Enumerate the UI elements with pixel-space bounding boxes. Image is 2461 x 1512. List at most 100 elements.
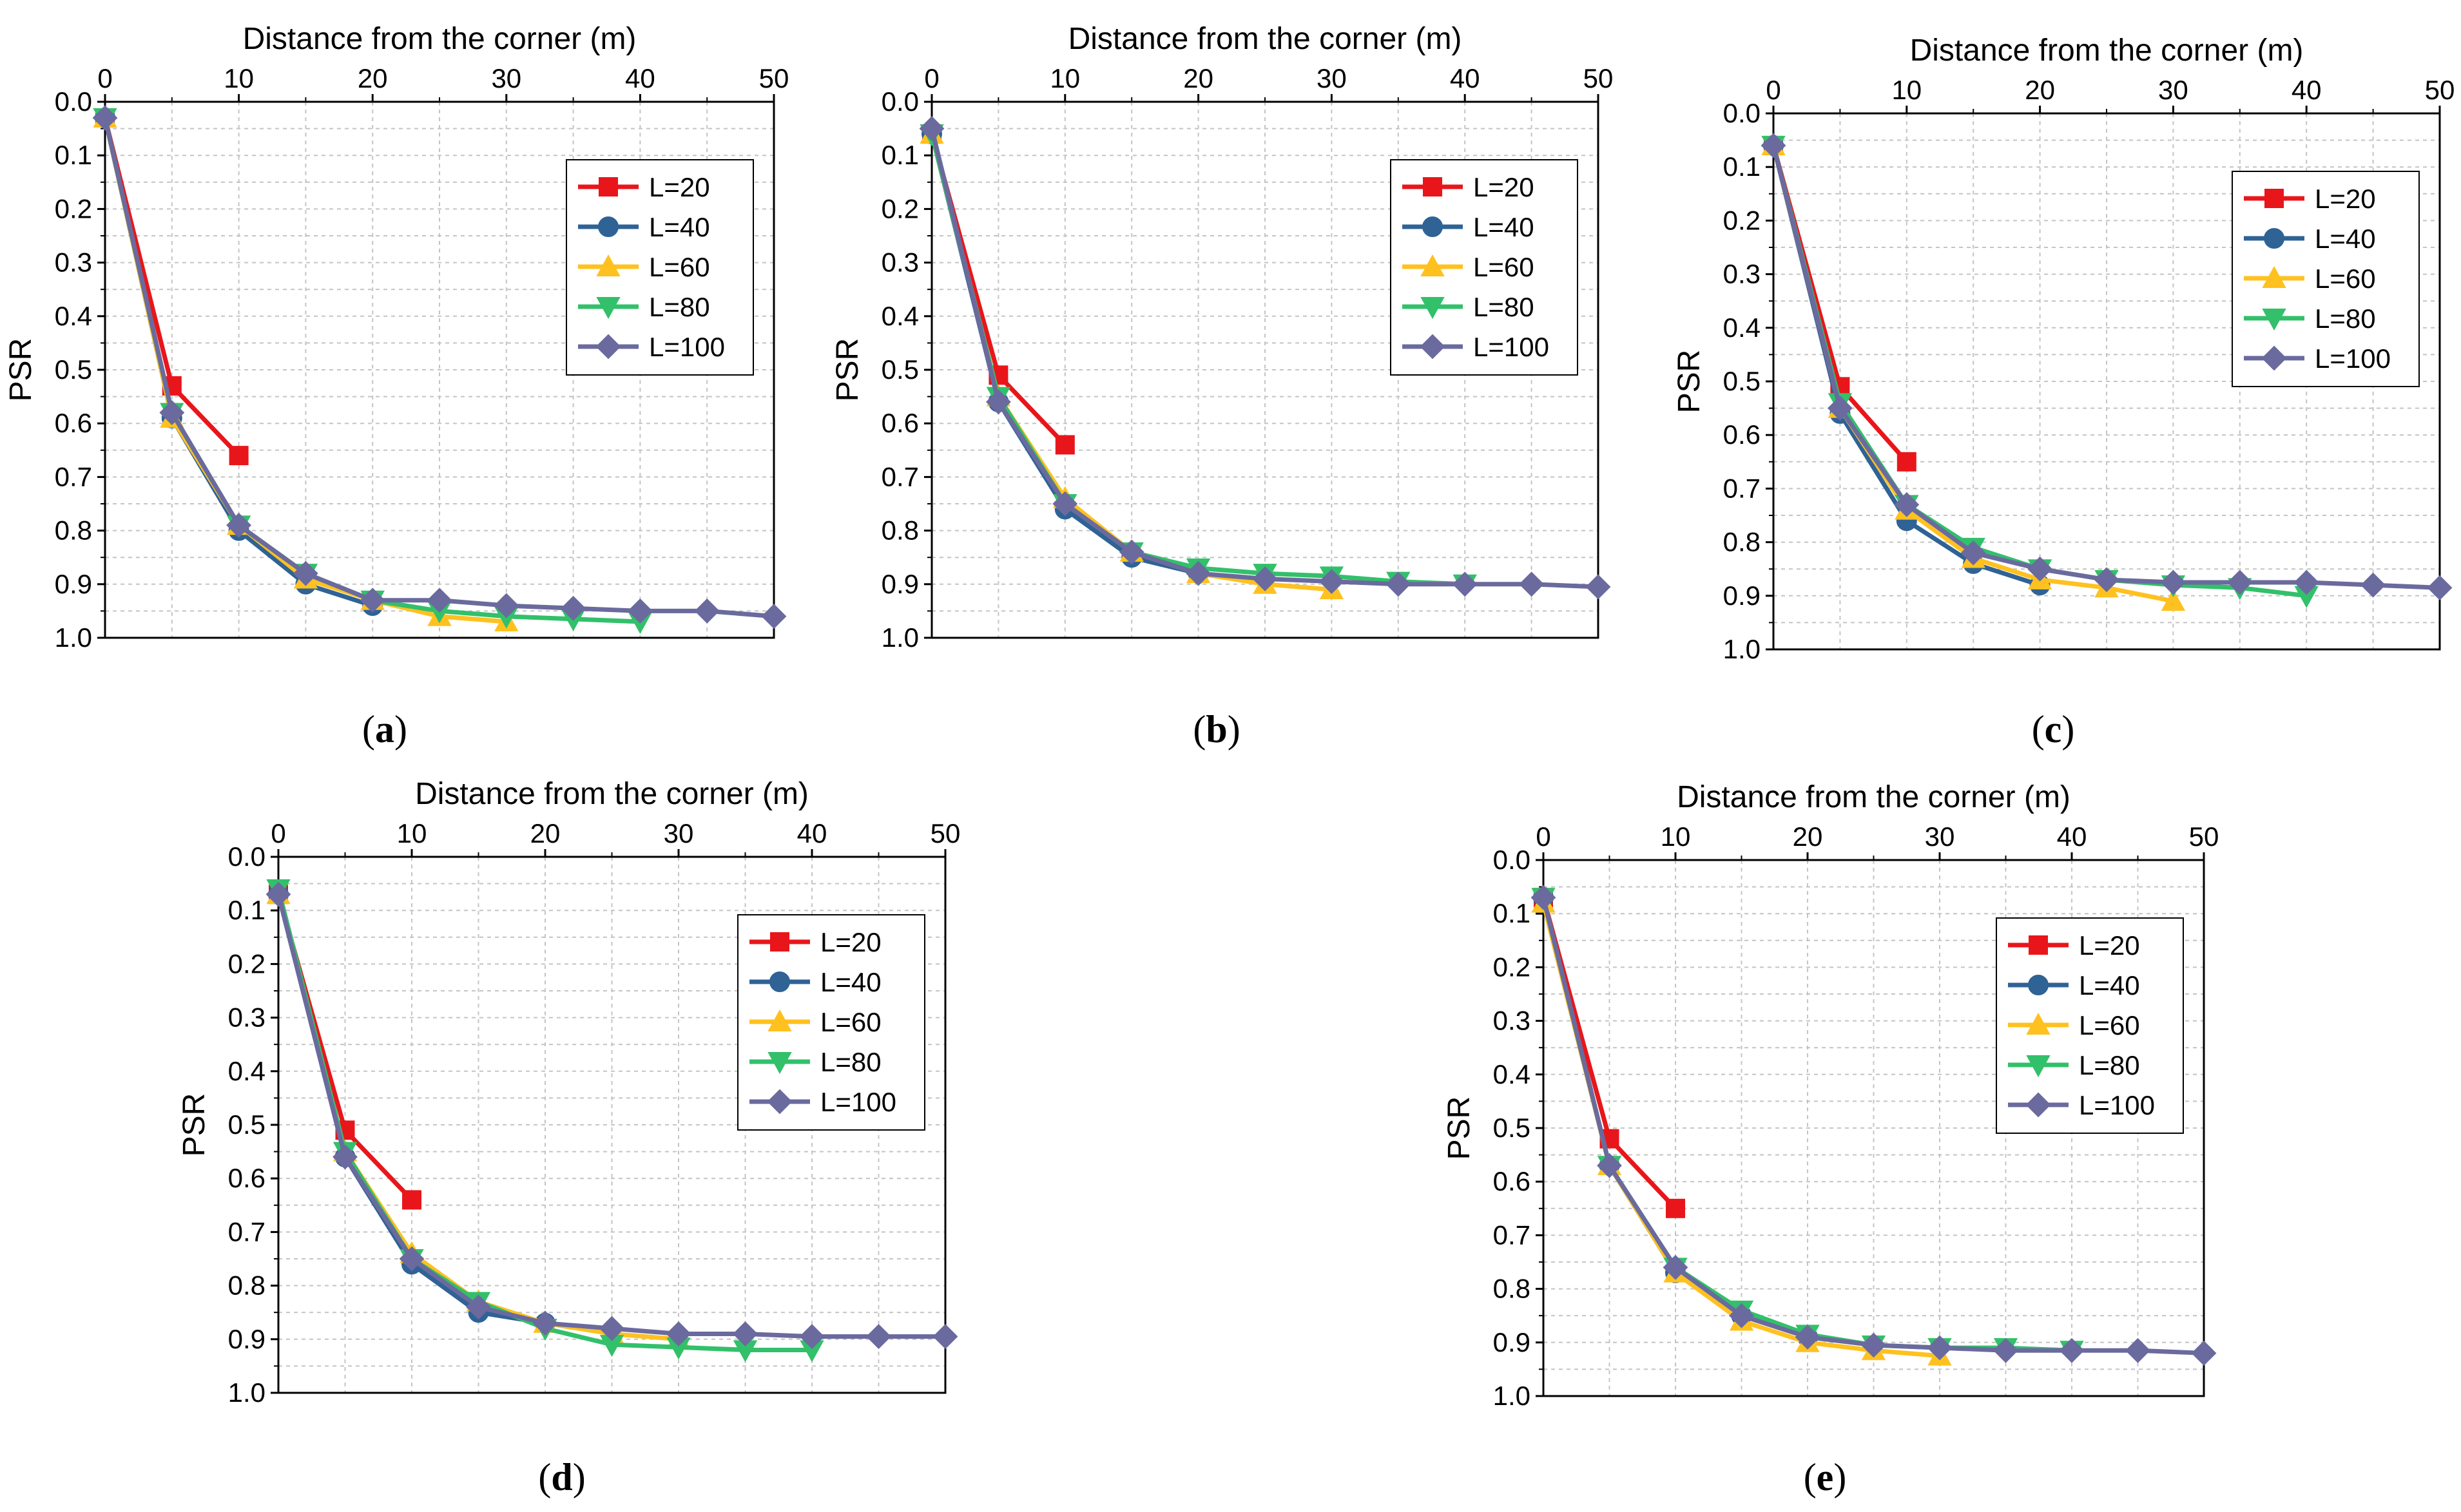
legend-marker bbox=[1420, 297, 1445, 320]
data-point bbox=[92, 105, 118, 131]
y-tick-label: 0.9 bbox=[1723, 580, 1761, 611]
data-point bbox=[866, 1324, 891, 1350]
data-point bbox=[1666, 1198, 1685, 1218]
legend-label: L=100 bbox=[2079, 1090, 2155, 1120]
panel-letter: b bbox=[1206, 708, 1227, 751]
data-point bbox=[427, 588, 452, 613]
legend-marker bbox=[2264, 189, 2284, 208]
legend-marker bbox=[2262, 265, 2286, 288]
x-tick-label: 40 bbox=[2057, 821, 2087, 852]
data-point bbox=[694, 598, 720, 624]
legend-marker bbox=[2026, 1012, 2051, 1035]
x-tick-label: 30 bbox=[2158, 75, 2188, 105]
y-tick-label: 1.0 bbox=[1723, 634, 1761, 664]
legend-marker bbox=[596, 297, 621, 320]
legend-marker bbox=[770, 932, 789, 952]
y-tick-label: 0.3 bbox=[1723, 259, 1761, 289]
y-axis-title: PSR bbox=[831, 338, 865, 402]
x-tick-label: 20 bbox=[1793, 821, 1823, 852]
data-point bbox=[985, 389, 1011, 415]
legend-marker bbox=[1420, 254, 1445, 276]
y-tick-label: 0.4 bbox=[1493, 1059, 1530, 1089]
x-tick-label: 30 bbox=[491, 63, 521, 93]
x-axis-title: Distance from the corner (m) bbox=[1677, 780, 2070, 814]
x-tick-label: 10 bbox=[1661, 821, 1691, 852]
data-point bbox=[599, 1316, 624, 1341]
y-tick-label: 0.7 bbox=[228, 1216, 265, 1247]
x-tick-label: 40 bbox=[797, 818, 827, 848]
x-tick-label: 10 bbox=[1891, 75, 1922, 105]
x-tick-label: 20 bbox=[358, 63, 388, 93]
legend-label: L=40 bbox=[2315, 224, 2376, 254]
legend-label: L=60 bbox=[2079, 1010, 2140, 1040]
x-axis-title: Distance from the corner (m) bbox=[1068, 22, 1462, 56]
data-point bbox=[1119, 539, 1144, 565]
y-tick-label: 0.9 bbox=[1493, 1327, 1530, 1357]
x-axis-title: Distance from the corner (m) bbox=[243, 22, 637, 56]
legend-label: L=60 bbox=[2315, 263, 2376, 294]
chart-panel-b: 0 10 20 30 40 50 0.0 0.1 0.2 0.3 0.4 0.5 0.6 0.7 0.8 0.… bbox=[831, 22, 1613, 751]
data-point bbox=[360, 588, 385, 613]
data-point bbox=[466, 1294, 491, 1320]
data-point bbox=[1663, 1254, 1688, 1280]
y-tick-label: 1.0 bbox=[882, 622, 919, 653]
legend-label: L=60 bbox=[1473, 252, 1534, 282]
panel-letter: c bbox=[2045, 708, 2062, 751]
x-tick-label: 10 bbox=[1050, 63, 1080, 93]
data-point bbox=[399, 1246, 425, 1272]
legend-marker bbox=[767, 1052, 792, 1075]
chart-panel-e: 0 10 20 30 40 50 0.0 0.1 0.2 0.3 0.4 0.5 0.6 0.7 0.8 0.… bbox=[1442, 780, 2219, 1498]
y-tick-label: 0.5 bbox=[55, 354, 92, 385]
y-tick-label: 0.4 bbox=[1723, 312, 1761, 343]
y-tick-label: 0.1 bbox=[228, 895, 265, 925]
data-point bbox=[1252, 566, 1278, 591]
data-point bbox=[1452, 571, 1478, 597]
x-tick-label: 50 bbox=[2189, 821, 2219, 852]
legend-marker bbox=[767, 1089, 793, 1115]
data-point bbox=[1186, 560, 1211, 586]
data-point bbox=[2227, 569, 2253, 595]
y-tick-label: 0.2 bbox=[228, 948, 265, 979]
x-axis-title: Distance from the corner (m) bbox=[415, 777, 809, 811]
x-tick-label: 30 bbox=[1925, 821, 1955, 852]
x-tick-label: 50 bbox=[1583, 63, 1614, 93]
data-point bbox=[2059, 1337, 2085, 1363]
data-point bbox=[1993, 1337, 2018, 1363]
legend-marker bbox=[2262, 309, 2286, 331]
x-tick-label: 20 bbox=[2025, 75, 2055, 105]
legend-label: L=80 bbox=[1473, 292, 1534, 322]
grid bbox=[1773, 113, 2440, 649]
y-tick-label: 0.0 bbox=[882, 86, 919, 117]
panel-letter: a bbox=[375, 708, 394, 751]
data-point bbox=[1055, 435, 1075, 455]
data-point bbox=[561, 595, 586, 621]
y-tick-label: 0.8 bbox=[1493, 1274, 1530, 1304]
data-point bbox=[1927, 1335, 1953, 1361]
y-tick-label: 0.2 bbox=[882, 193, 919, 224]
y-tick-label: 0.7 bbox=[55, 461, 92, 492]
legend: L=20 L=40 L=60 L=80 L=100 bbox=[2232, 171, 2420, 387]
y-tick-label: 0.1 bbox=[1723, 151, 1761, 182]
legend-marker bbox=[2264, 228, 2284, 249]
legend-label: L=60 bbox=[820, 1007, 882, 1037]
legend-label: L=40 bbox=[649, 212, 710, 242]
legend: L=20 L=40 L=60 L=80 L=100 bbox=[1390, 159, 1578, 376]
y-tick-label: 0.0 bbox=[1493, 845, 1530, 875]
x-tick-label: 0 bbox=[271, 818, 285, 848]
legend-marker bbox=[595, 334, 621, 359]
y-tick-label: 0.3 bbox=[228, 1002, 265, 1033]
legend-marker bbox=[598, 216, 619, 237]
data-point bbox=[2191, 1341, 2217, 1366]
legend-label: L=100 bbox=[2315, 343, 2391, 374]
legend-label: L=40 bbox=[1473, 212, 1534, 242]
x-tick-label: 40 bbox=[1450, 63, 1480, 93]
y-tick-label: 0.0 bbox=[55, 86, 92, 117]
legend-marker bbox=[1420, 334, 1445, 359]
series-l-100 bbox=[92, 105, 787, 629]
data-point bbox=[2161, 589, 2186, 611]
y-tick-label: 0.4 bbox=[882, 301, 919, 331]
legend-marker bbox=[769, 971, 790, 992]
panel-label: (a) bbox=[362, 708, 407, 751]
chart-panel-a: 0 10 20 30 40 50 0.0 0.1 0.2 0.3 0.4 0.5 0.6 0.7 0.8 0.… bbox=[4, 22, 789, 751]
data-point bbox=[1894, 492, 1920, 517]
